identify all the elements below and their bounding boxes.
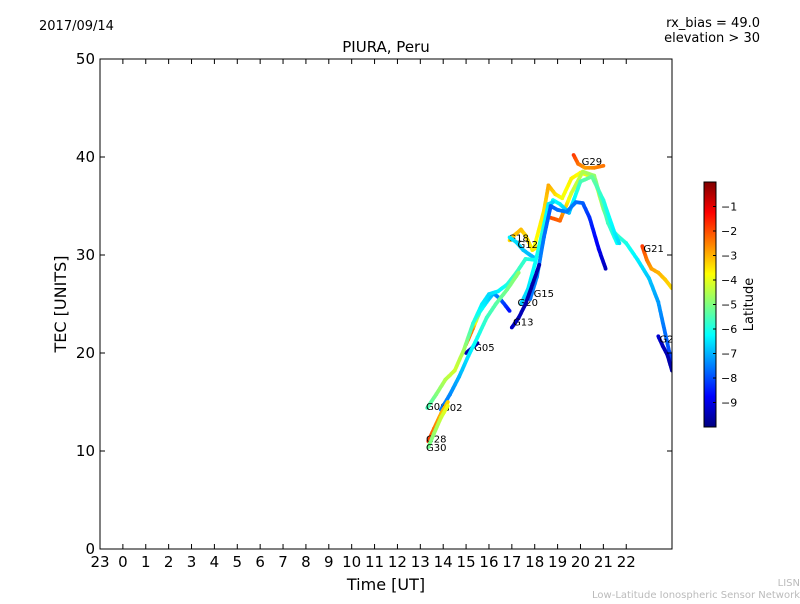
series-g29: G29 bbox=[571, 153, 606, 170]
data-point bbox=[507, 309, 512, 313]
chart-title: PIURA, Peru bbox=[342, 38, 429, 56]
x-tick-label: 4 bbox=[210, 553, 220, 571]
colorbar-tick-label: −9 bbox=[721, 397, 737, 410]
colorbar-label: Latitude bbox=[742, 278, 757, 332]
series-g06: G06 bbox=[425, 257, 537, 413]
y-tick-label: 40 bbox=[76, 148, 95, 166]
y-tick-label: 30 bbox=[76, 246, 95, 264]
x-tick-label: 18 bbox=[525, 553, 544, 571]
data-point bbox=[532, 258, 537, 262]
x-tick-label: 5 bbox=[233, 553, 243, 571]
data-point bbox=[617, 241, 622, 246]
x-tick-label: 2 bbox=[164, 553, 174, 571]
data-point bbox=[601, 163, 606, 168]
x-tick-label: 21 bbox=[594, 553, 613, 571]
series-label: G13 bbox=[513, 318, 533, 329]
x-tick-label: 1 bbox=[141, 553, 151, 571]
series-label: G12 bbox=[518, 240, 538, 251]
series-label: G02 bbox=[442, 403, 462, 414]
series-g15: G15 bbox=[528, 200, 608, 301]
series-g13: G13 bbox=[509, 262, 542, 330]
data-point bbox=[445, 404, 450, 408]
x-tick-label: 0 bbox=[118, 553, 128, 571]
colorbar-tick-label: −6 bbox=[721, 323, 737, 336]
data-point bbox=[537, 262, 542, 267]
y-tick-label: 20 bbox=[76, 344, 95, 362]
network-long-label: Low-Latitude Ionospheric Sensor Network bbox=[592, 590, 800, 600]
series-label: G21 bbox=[643, 244, 663, 255]
series-g30: G30 bbox=[426, 404, 450, 454]
colorbar-tick-label: −7 bbox=[721, 348, 737, 361]
series-label: G15 bbox=[534, 289, 554, 300]
series-label: G18 bbox=[508, 233, 528, 244]
colorbar-tick-label: −4 bbox=[721, 274, 737, 287]
data-point bbox=[445, 400, 450, 404]
axes: 23 0 1 2 3 4 5 6 7 8 9 10 11 12 13 14 15 16 17 18 19 20 21 2201… bbox=[76, 50, 673, 571]
plot-frame bbox=[99, 58, 673, 550]
series-label: G25 bbox=[659, 334, 679, 345]
x-tick-label: 14 bbox=[434, 553, 453, 571]
y-tick-label: 0 bbox=[85, 540, 95, 558]
x-tick-label: 13 bbox=[411, 553, 430, 571]
colorbar-tick-label: −1 bbox=[721, 201, 737, 214]
data-point bbox=[516, 270, 521, 275]
x-tick-label: 19 bbox=[548, 553, 567, 571]
series-label: G20 bbox=[518, 298, 538, 309]
x-tick-label: 20 bbox=[571, 553, 590, 571]
y-tick-label: 50 bbox=[76, 50, 95, 68]
data-point bbox=[603, 266, 608, 271]
elevation-label: elevation > 30 bbox=[664, 31, 760, 46]
x-tick-label: 9 bbox=[324, 553, 334, 571]
series-g25: G25 bbox=[656, 334, 679, 373]
series-label: G30 bbox=[426, 443, 446, 454]
x-tick-label: 12 bbox=[388, 553, 407, 571]
x-tick-label: 10 bbox=[342, 553, 361, 571]
x-tick-label: 11 bbox=[365, 553, 384, 571]
network-short-label: LISN bbox=[778, 578, 800, 589]
series-label: G06 bbox=[426, 402, 446, 413]
x-tick-label: 17 bbox=[502, 553, 521, 571]
colorbar-tick-label: −3 bbox=[721, 250, 737, 263]
x-tick-label: 16 bbox=[479, 553, 498, 571]
series-label: G05 bbox=[474, 343, 494, 354]
x-axis-label: Time [UT] bbox=[346, 575, 425, 594]
colorbar: −1 −2 −3 −4 −5 −6 −7 −8 −9 Latitude bbox=[703, 181, 757, 428]
date-label: 2017/09/14 bbox=[39, 19, 114, 34]
x-tick-label: 6 bbox=[255, 553, 265, 571]
x-tick-label: 23 bbox=[90, 553, 109, 571]
x-tick-label: 7 bbox=[278, 553, 288, 571]
series-label: G28 bbox=[426, 434, 446, 445]
colorbar-tick-label: −5 bbox=[721, 299, 737, 312]
colorbar-tick-label: −8 bbox=[721, 372, 737, 385]
x-tick-label: 3 bbox=[187, 553, 197, 571]
rx-bias-label: rx_bias = 49.0 bbox=[666, 16, 760, 31]
colorbar-tick-label: −2 bbox=[721, 225, 737, 238]
series-label: G29 bbox=[582, 157, 602, 168]
series-g12: G12 bbox=[507, 235, 538, 260]
series-g21: G21 bbox=[640, 244, 672, 291]
x-tick-label: 22 bbox=[617, 553, 636, 571]
y-tick-label: 10 bbox=[76, 442, 95, 460]
x-tick-label: 8 bbox=[301, 553, 311, 571]
x-tick-label: 15 bbox=[457, 553, 476, 571]
data-point bbox=[551, 200, 555, 205]
y-axis-label: TEC [UNITS] bbox=[51, 256, 70, 354]
